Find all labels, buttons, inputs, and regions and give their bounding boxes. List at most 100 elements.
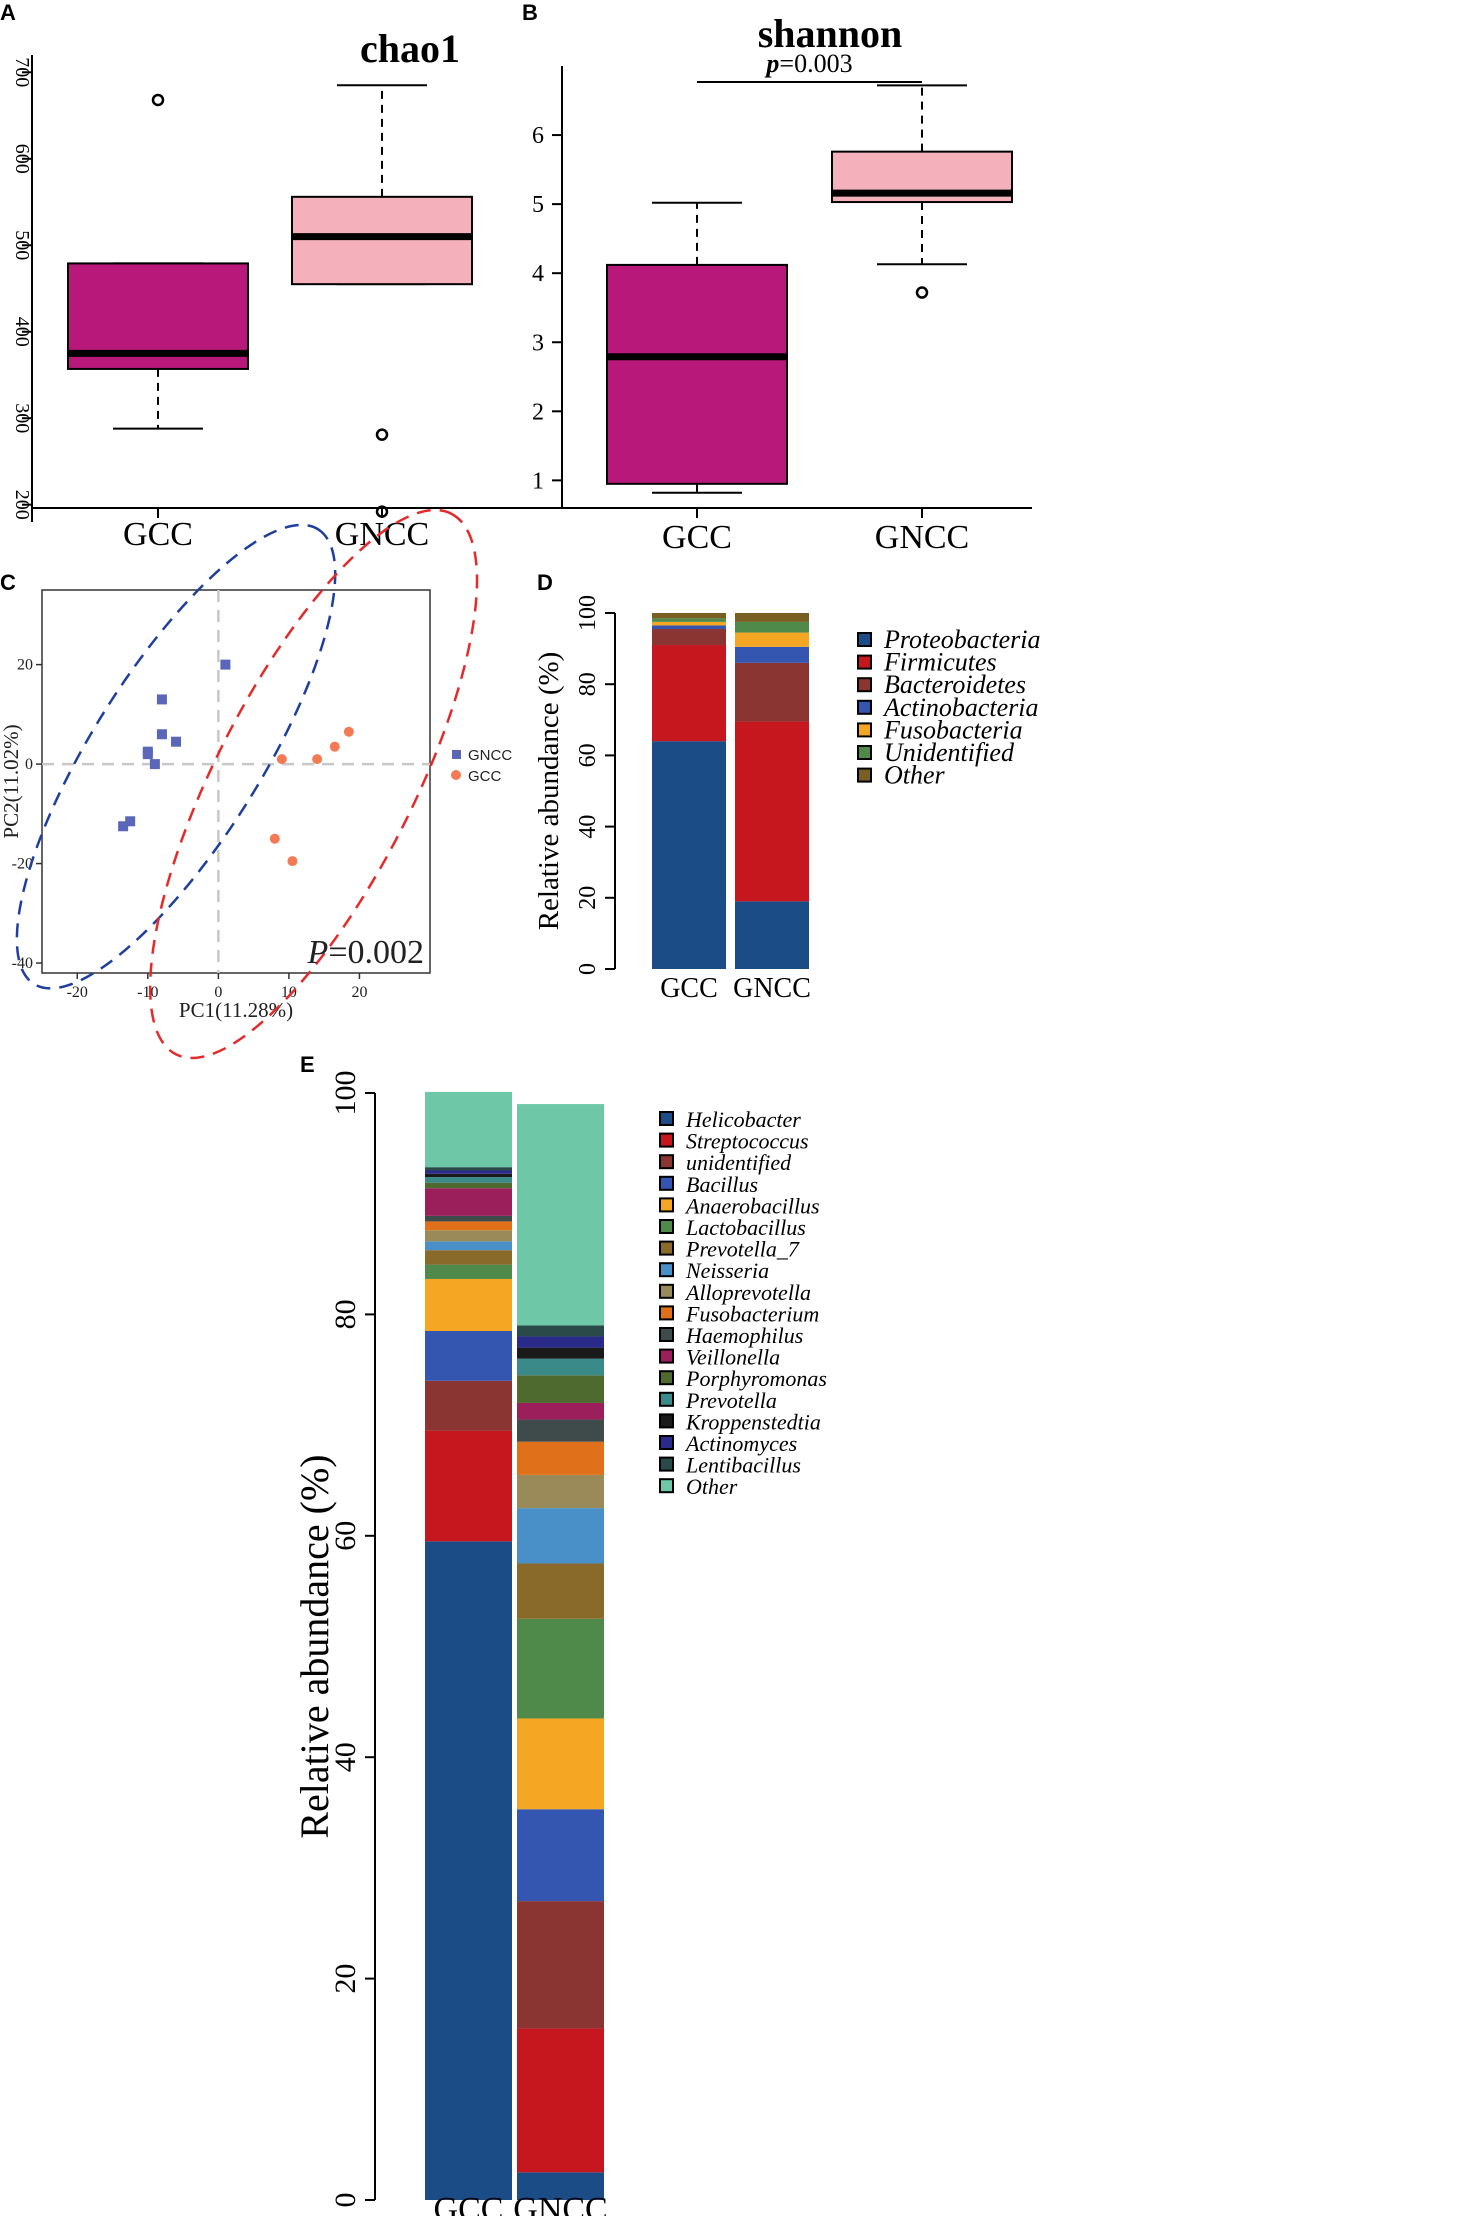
y-tick-label: 0 — [575, 963, 601, 975]
y-tick-label: 40 — [575, 815, 601, 839]
y-tick-label: 60 — [575, 743, 601, 767]
p-value-text: P=0.002 — [307, 934, 424, 971]
bar-segment-Anaerobacillus — [517, 1718, 604, 1810]
y-tick-label: 80 — [329, 1299, 362, 1329]
legend-label-unidentified: unidentified — [686, 1150, 792, 1175]
y-tick-label: 5 — [532, 192, 544, 218]
legend-label-Bacteroidetes: Bacteroidetes — [884, 670, 1026, 699]
legend-label-Other: Other — [884, 761, 946, 790]
bar-segment-Kroppenstedtia — [517, 1347, 604, 1359]
y-tick-label: 700 — [11, 57, 33, 87]
legend-swatch-Bacteroidetes — [857, 677, 872, 693]
bar-segment-Bacillus — [517, 1809, 604, 1902]
legend-swatch-unidentified — [659, 1154, 674, 1170]
legend-swatch-Haemophilus — [659, 1327, 674, 1342]
legend-label-Unidentified: Unidentified — [884, 738, 1015, 767]
legend-label-Firmicutes: Firmicutes — [883, 648, 997, 677]
y-tick-label: 20 — [575, 886, 601, 910]
legend-swatch-Fusobacterium — [659, 1305, 674, 1321]
y-tick-label: 20 — [17, 657, 33, 674]
data-point-GNCC — [156, 729, 167, 740]
y-tick-label: 60 — [329, 1521, 362, 1551]
p-symbol: P — [307, 934, 329, 971]
x-tick-label: GNCC — [335, 516, 429, 553]
legend-swatch-Prevotella_7 — [659, 1240, 674, 1256]
data-point-GNCC — [142, 749, 153, 760]
data-point-GCC — [287, 856, 298, 867]
legend-swatch-Bacillus — [659, 1175, 674, 1191]
bar-segment-Bacteroidetes — [735, 662, 809, 722]
bar-segment-Bacteroidetes — [652, 629, 726, 646]
legend-label-Helicobacter: Helicobacter — [685, 1107, 801, 1132]
legend-swatch-Porphyromonas — [659, 1370, 674, 1386]
bar-segment-Other — [735, 613, 809, 622]
y-tick-label: 80 — [575, 672, 601, 696]
outlier-point — [375, 505, 389, 518]
x-tick-label: GCC — [123, 516, 193, 553]
legend-swatch-Neisseria — [659, 1262, 674, 1278]
y-axis-label: Relative abundance (%) — [292, 1454, 337, 1838]
x-tick-label: GNCC — [733, 973, 811, 1004]
y-tick-label: 3 — [532, 330, 544, 356]
legend-swatch-Actinomyces — [659, 1435, 674, 1450]
legend-swatch-Kroppenstedtia — [659, 1413, 674, 1429]
legend-label-Prevotella: Prevotella — [685, 1388, 777, 1413]
bar-segment-Bacillus — [425, 1331, 512, 1381]
legend-label-Porphyromonas: Porphyromonas — [685, 1366, 827, 1391]
outlier-point — [375, 428, 389, 441]
bar-segment-Actinomyces — [425, 1170, 512, 1174]
bar-segment-Proteobacteria — [652, 741, 726, 969]
legend-swatch-Veillonella — [659, 1348, 674, 1364]
x-tick-label: GCC — [662, 519, 732, 556]
data-point-GCC — [312, 754, 323, 765]
bar-segment-Lactobacillus — [517, 1618, 604, 1719]
legend-swatch-Firmicutes — [857, 654, 872, 670]
x-tick-label: -10 — [137, 984, 158, 1001]
bar-segment-Haemophilus — [425, 1215, 512, 1222]
x-tick-label: 10 — [281, 984, 297, 1001]
panel-label-E: E — [300, 1052, 315, 1077]
bar-segment-Kroppenstedtia — [425, 1173, 512, 1178]
box-GNCC — [291, 195, 473, 286]
panel-label-C: C — [0, 570, 16, 595]
outlier-point — [915, 286, 929, 299]
legend-label-Alloprevotella: Alloprevotella — [684, 1280, 811, 1305]
x-tick-label: GCC — [660, 973, 718, 1004]
y-tick-label: -40 — [12, 955, 33, 972]
data-point-GNCC — [171, 736, 182, 747]
bar-segment-Prevotella — [425, 1177, 512, 1183]
y-tick-label: 0 — [329, 2193, 362, 2208]
data-point-GCC — [276, 754, 287, 765]
bar-segment-Veillonella — [425, 1188, 512, 1216]
legend-label-Bacillus: Bacillus — [686, 1172, 758, 1197]
confidence-ellipse-GCC — [148, 508, 479, 1060]
bar-segment-Haemophilus — [517, 1419, 604, 1442]
legend-marker-GCC — [451, 770, 461, 780]
bar-segment-Lentibacillus — [517, 1325, 604, 1337]
bar-segment-Fusobacterium — [517, 1441, 604, 1475]
legend-swatch-Helicobacter — [659, 1111, 674, 1126]
x-tick-label: -20 — [67, 984, 88, 1001]
legend-label-Prevotella_7: Prevotella_7 — [685, 1237, 800, 1262]
legend-swatch-Other — [659, 1478, 674, 1494]
chart-title: shannon — [758, 11, 903, 56]
y-tick-label: 400 — [11, 317, 33, 347]
bar-segment-Prevotella_7 — [425, 1250, 512, 1265]
bar-segment-Fusobacteria — [652, 621, 726, 626]
box-GCC — [606, 263, 788, 485]
bar-segment-Fusobacterium — [425, 1221, 512, 1231]
x-tick-label: GCC — [434, 2191, 504, 2216]
y-tick-label: 500 — [11, 230, 33, 260]
plot-frame — [41, 589, 431, 974]
legend-swatch-Lactobacillus — [659, 1219, 674, 1234]
bar-segment-Prevotella — [517, 1358, 604, 1376]
bar-segment-Firmicutes — [735, 721, 809, 902]
bar-segment-Helicobacter — [425, 1541, 512, 2200]
legend-swatch-Lentibacillus — [659, 1456, 674, 1472]
legend-label-Streptococcus: Streptococcus — [686, 1129, 809, 1154]
y-tick-label: -20 — [12, 856, 33, 873]
data-point-GNCC — [125, 816, 136, 827]
x-tick-label: GNCC — [875, 519, 969, 556]
data-point-GCC — [269, 833, 280, 844]
data-point-GCC — [343, 726, 354, 737]
